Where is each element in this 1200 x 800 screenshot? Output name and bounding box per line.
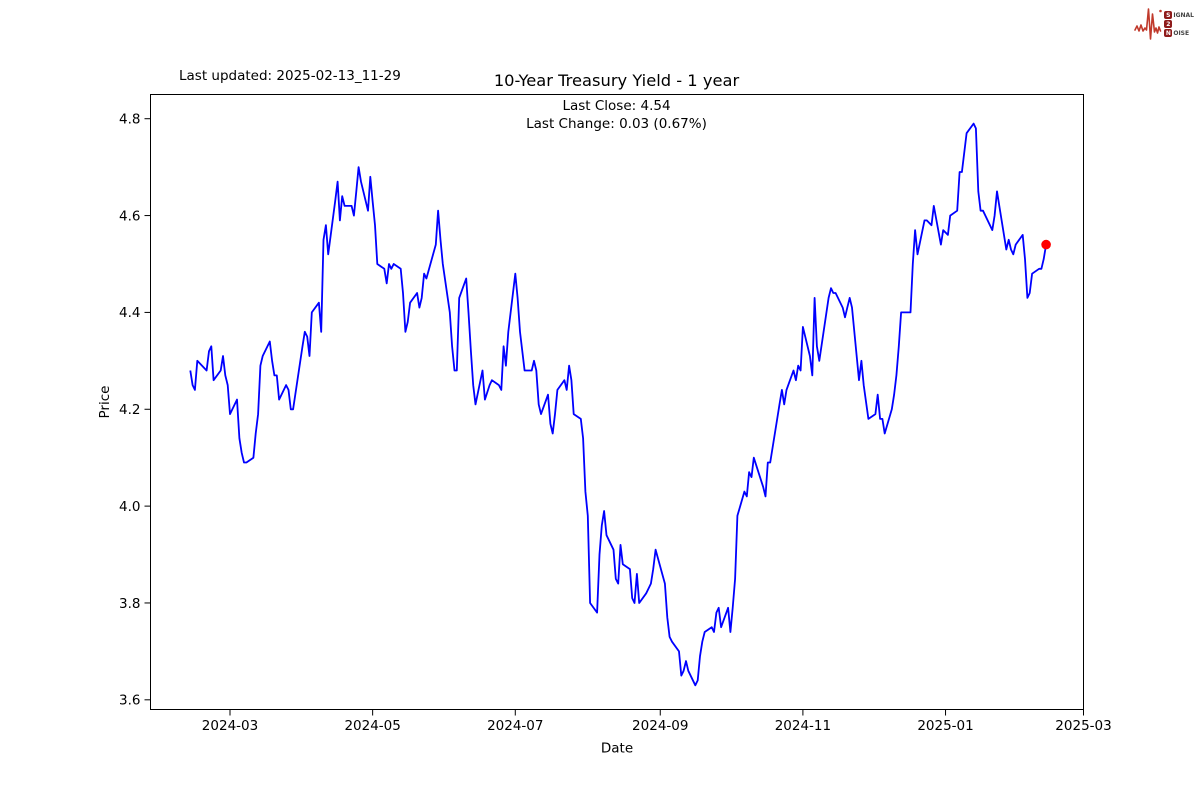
logo-badge-n: N: [1164, 29, 1173, 37]
last-updated-text: Last updated: 2025-02-13_11-29: [179, 68, 401, 84]
x-tick-label: 2024-05: [344, 718, 400, 734]
y-tick-label: 3.8: [119, 596, 140, 612]
y-axis-label: Price: [97, 386, 113, 419]
plot-border: [150, 94, 1084, 710]
signal2noise-logo: S IGNAL 2 N OISE: [1134, 4, 1194, 44]
logo-badge-2: 2: [1164, 20, 1173, 28]
subtitle-last-change: Last Change: 0.03 (0.67%): [526, 116, 707, 132]
logo-noise-rest: OISE: [1173, 29, 1190, 37]
logo-row-2: 2: [1164, 20, 1194, 28]
y-tick-label: 4.4: [119, 305, 140, 321]
logo-badge-s: S: [1164, 11, 1173, 19]
x-axis-label: Date: [601, 741, 633, 757]
y-tick-label: 4.8: [119, 112, 140, 128]
chart-title: 10-Year Treasury Yield - 1 year: [493, 71, 740, 90]
x-tick-label: 2024-11: [775, 718, 831, 734]
y-tick-label: 3.6: [119, 693, 140, 709]
logo-row-noise: N OISE: [1164, 29, 1194, 37]
logo-signal-rest: IGNAL: [1173, 11, 1194, 19]
chart-subtitle: Last Close: 4.54 Last Change: 0.03 (0.67…: [150, 97, 1083, 133]
logo-wordmark: S IGNAL 2 N OISE: [1164, 11, 1194, 37]
waveform-icon: [1134, 8, 1163, 40]
y-tick-label: 4.0: [119, 499, 140, 515]
y-tick-label: 4.2: [119, 402, 140, 418]
logo-row-signal: S IGNAL: [1164, 11, 1194, 19]
yield-line: [189, 122, 1047, 687]
x-tick-label: 2025-03: [1055, 718, 1111, 734]
x-tick-label: 2024-03: [202, 718, 258, 734]
subtitle-last-close: Last Close: 4.54: [562, 98, 671, 114]
x-tick-label: 2024-09: [632, 718, 688, 734]
y-tick-label: 4.6: [119, 208, 140, 224]
x-tick-label: 2024-07: [487, 718, 543, 734]
x-tick-label: 2025-01: [917, 718, 973, 734]
last-close-marker: [1041, 239, 1051, 250]
